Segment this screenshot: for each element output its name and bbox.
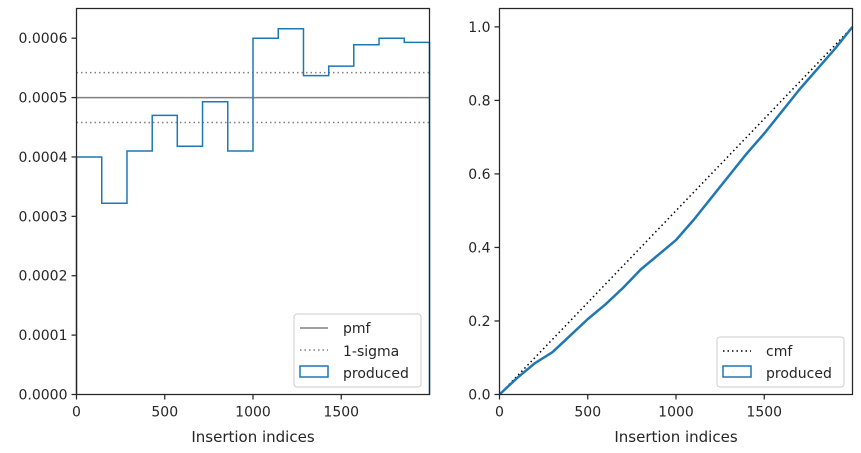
produced-histogram <box>75 27 431 395</box>
right-legend-box <box>716 336 845 388</box>
left-y-tick-label: 0.0006 <box>19 31 68 47</box>
right-axes-frame <box>498 7 854 396</box>
right-x-tick-label: 500 <box>574 405 601 421</box>
left-y-tick-label: 0.0000 <box>19 388 68 404</box>
legend-produced-patch <box>299 365 329 378</box>
left-series <box>75 27 431 395</box>
right-y-tick-label: 0.0 <box>468 388 490 404</box>
left-axes-frame <box>75 7 431 396</box>
left-x-tick-label: 0 <box>72 405 81 421</box>
produced-cumulative-line <box>498 26 854 396</box>
left-ticks: 0 500 1000 1500 0.0000 0.0001 0.0002 0.0003 0.00… <box>19 31 360 420</box>
left-x-axis-label: Insertion indices <box>191 428 314 446</box>
right-x-axis-label: Insertion indices <box>614 428 737 446</box>
right-series <box>498 26 854 396</box>
left-y-tick-label: 0.0001 <box>19 328 68 344</box>
left-y-tick-label: 0.0005 <box>19 91 68 107</box>
left-legend: pmf 1-sigma produced <box>293 313 422 388</box>
legend-produced-patch-right <box>722 365 752 378</box>
left-x-tick-label: 500 <box>151 405 178 421</box>
right-y-tick-label: 0.8 <box>468 93 490 109</box>
right-ticks: 0 500 1000 1500 0.0 0.2 0.4 0.6 0.8 1.0 <box>468 20 782 421</box>
legend-produced-label-right: produced <box>766 366 832 382</box>
right-x-tick-label: 1500 <box>746 405 782 421</box>
right-x-tick-label: 0 <box>495 405 504 421</box>
cmf-panel: 0 500 1000 1500 0.0 0.2 0.4 0.6 0.8 1.0 Insertion… <box>468 7 854 446</box>
left-x-tick-label: 1500 <box>323 405 359 421</box>
pmf-histogram-panel: 0 500 1000 1500 0.0000 0.0001 0.0002 0.0003 0.00… <box>19 7 431 446</box>
right-y-tick-label: 0.6 <box>468 167 490 183</box>
legend-1-sigma-label: 1-sigma <box>343 344 399 360</box>
left-y-tick-label: 0.0002 <box>19 269 68 285</box>
right-x-tick-label: 1000 <box>658 405 694 421</box>
left-legend-box <box>293 313 422 388</box>
right-legend: cmf produced <box>716 336 845 388</box>
right-y-tick-label: 0.2 <box>468 314 490 330</box>
left-y-tick-label: 0.0004 <box>19 150 68 166</box>
right-y-tick-label: 0.4 <box>468 240 490 256</box>
legend-produced-label: produced <box>343 366 409 382</box>
right-y-tick-label: 1.0 <box>468 20 490 36</box>
legend-cmf-label: cmf <box>766 344 793 360</box>
left-x-tick-label: 1000 <box>235 405 271 421</box>
left-y-tick-label: 0.0003 <box>19 209 68 225</box>
legend-pmf-label: pmf <box>343 321 372 337</box>
